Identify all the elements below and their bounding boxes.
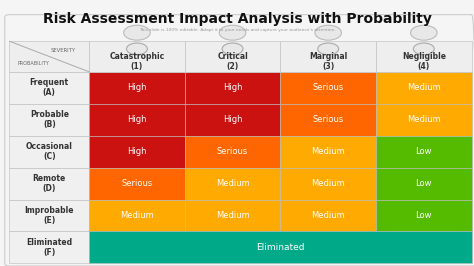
- Text: Eliminated
(F): Eliminated (F): [26, 238, 73, 257]
- Bar: [89, 231, 472, 263]
- Text: SEVERITY: SEVERITY: [51, 48, 76, 53]
- Text: Serious: Serious: [121, 179, 153, 188]
- Circle shape: [124, 25, 150, 40]
- Circle shape: [413, 43, 434, 55]
- Bar: [185, 41, 280, 72]
- Circle shape: [222, 43, 243, 55]
- Text: Negligible
(4): Negligible (4): [402, 52, 446, 72]
- Bar: [185, 72, 280, 104]
- Text: Serious: Serious: [312, 83, 344, 92]
- Text: Medium: Medium: [216, 211, 249, 220]
- Bar: [185, 168, 280, 200]
- Bar: [376, 168, 472, 200]
- Text: Medium: Medium: [311, 179, 345, 188]
- Bar: [9, 41, 89, 72]
- Bar: [89, 104, 185, 136]
- Text: High: High: [127, 115, 146, 124]
- Text: Critical
(2): Critical (2): [217, 52, 248, 72]
- Bar: [89, 168, 185, 200]
- Text: High: High: [223, 83, 242, 92]
- Bar: [89, 136, 185, 168]
- Bar: [9, 168, 89, 200]
- Bar: [185, 104, 280, 136]
- Bar: [89, 41, 185, 72]
- Text: Medium: Medium: [407, 115, 441, 124]
- Text: Medium: Medium: [311, 147, 345, 156]
- Bar: [185, 136, 280, 168]
- Bar: [280, 136, 376, 168]
- Circle shape: [410, 25, 437, 40]
- Text: PROBABILITY: PROBABILITY: [18, 61, 49, 66]
- Bar: [89, 72, 185, 104]
- Text: This slide is 100% editable. Adapt it to your needs and capture your audience's : This slide is 100% editable. Adapt it to…: [138, 28, 336, 32]
- Bar: [376, 200, 472, 231]
- Bar: [9, 104, 89, 136]
- Bar: [280, 72, 376, 104]
- Bar: [9, 231, 89, 263]
- Text: Medium: Medium: [216, 179, 249, 188]
- Circle shape: [127, 43, 147, 55]
- Circle shape: [318, 43, 338, 55]
- Bar: [9, 136, 89, 168]
- Bar: [376, 104, 472, 136]
- Text: Low: Low: [416, 179, 432, 188]
- Text: Remote
(D): Remote (D): [33, 174, 66, 193]
- Text: High: High: [127, 83, 146, 92]
- Circle shape: [315, 25, 341, 40]
- Text: Serious: Serious: [217, 147, 248, 156]
- Text: Marginal
(3): Marginal (3): [309, 52, 347, 72]
- Text: Medium: Medium: [120, 211, 154, 220]
- Text: Improbable
(E): Improbable (E): [25, 206, 74, 225]
- Bar: [376, 41, 472, 72]
- Text: Eliminated: Eliminated: [256, 243, 305, 252]
- Text: Occasional
(C): Occasional (C): [26, 142, 73, 161]
- Bar: [376, 72, 472, 104]
- Text: High: High: [223, 115, 242, 124]
- Text: Medium: Medium: [311, 211, 345, 220]
- Text: Medium: Medium: [407, 83, 441, 92]
- Bar: [280, 41, 376, 72]
- Text: High: High: [127, 147, 146, 156]
- Circle shape: [219, 25, 246, 40]
- Bar: [280, 200, 376, 231]
- Bar: [185, 200, 280, 231]
- Text: Serious: Serious: [312, 115, 344, 124]
- Bar: [9, 72, 89, 104]
- Bar: [9, 200, 89, 231]
- Bar: [280, 104, 376, 136]
- Text: Probable
(B): Probable (B): [30, 110, 69, 129]
- Text: Frequent
(A): Frequent (A): [30, 78, 69, 97]
- Text: Catastrophic
(1): Catastrophic (1): [109, 52, 164, 72]
- Text: Risk Assessment Impact Analysis with Probability: Risk Assessment Impact Analysis with Pro…: [43, 12, 431, 26]
- Text: Low: Low: [416, 147, 432, 156]
- Bar: [376, 136, 472, 168]
- Text: Low: Low: [416, 211, 432, 220]
- Bar: [89, 200, 185, 231]
- Bar: [280, 168, 376, 200]
